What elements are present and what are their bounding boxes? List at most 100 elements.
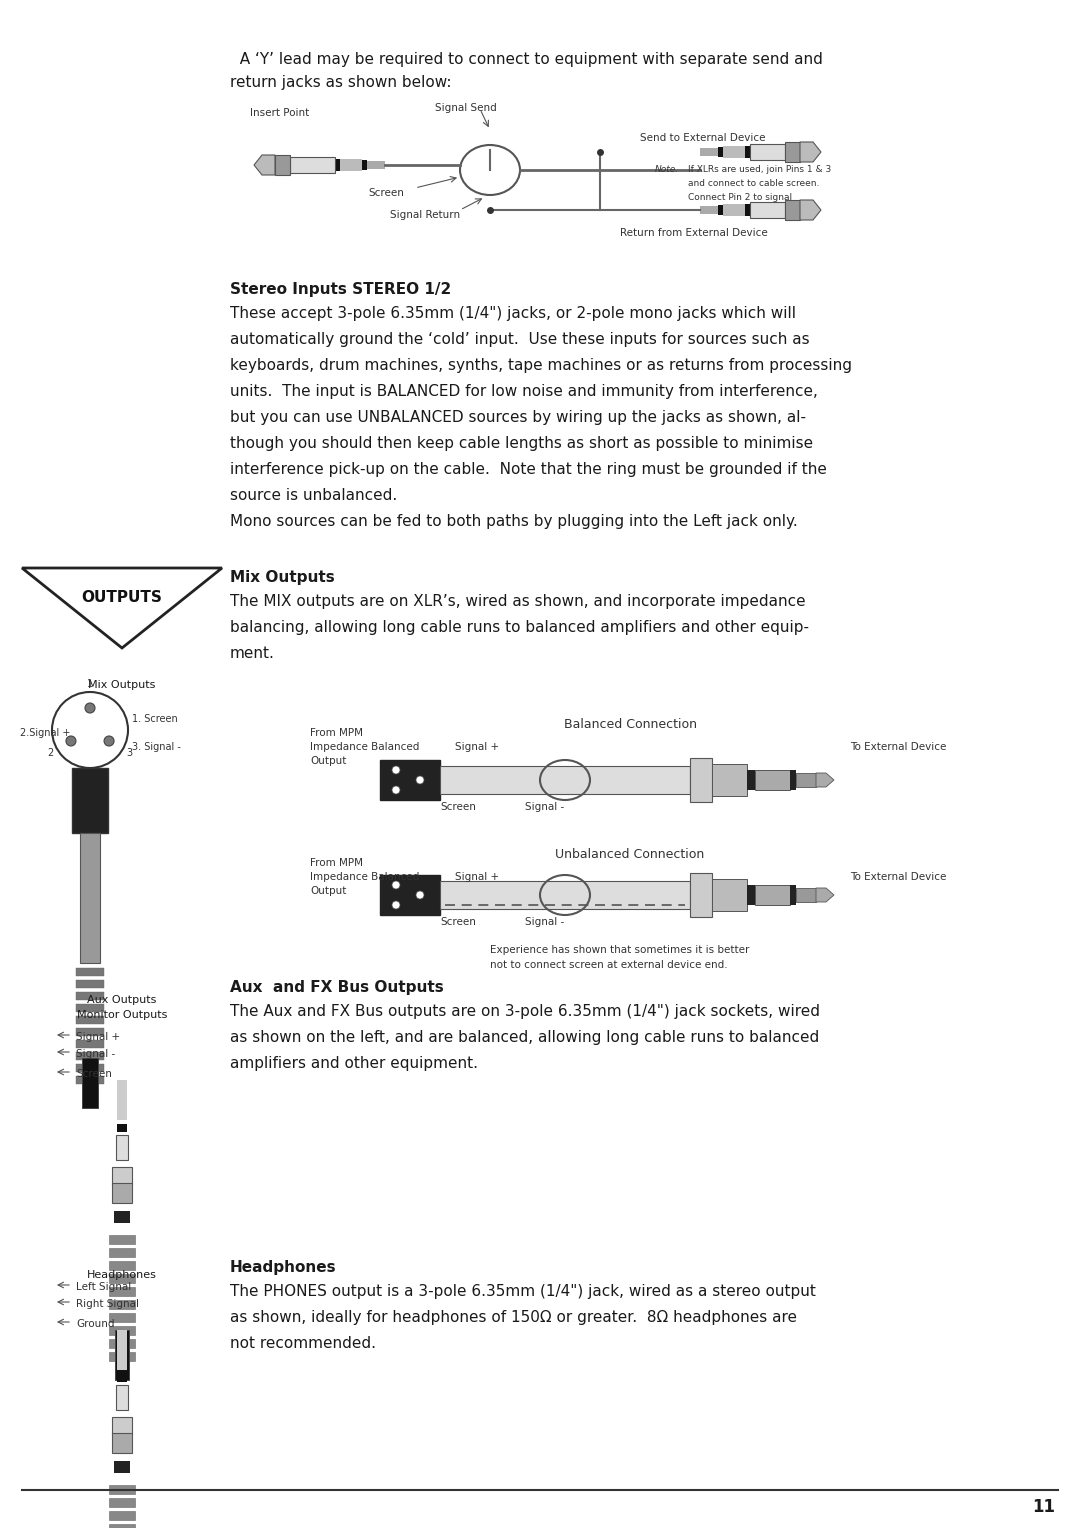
Bar xyxy=(109,1339,135,1348)
Bar xyxy=(109,1261,135,1270)
Bar xyxy=(109,1497,135,1507)
Text: interference pick-up on the cable.  Note that the ring must be grounded if the: interference pick-up on the cable. Note … xyxy=(230,461,827,477)
Text: Balanced Connection: Balanced Connection xyxy=(564,718,697,730)
Bar xyxy=(291,157,335,173)
Bar xyxy=(76,1051,104,1060)
Bar xyxy=(109,1300,135,1309)
Bar xyxy=(76,1004,104,1012)
Bar xyxy=(116,1135,129,1160)
Circle shape xyxy=(104,736,114,746)
Bar xyxy=(723,205,745,215)
Bar xyxy=(76,1076,104,1083)
Text: 1: 1 xyxy=(86,678,93,689)
Text: source is unbalanced.: source is unbalanced. xyxy=(230,487,397,503)
Text: 11: 11 xyxy=(1032,1497,1055,1516)
Text: ment.: ment. xyxy=(230,646,275,662)
Text: A ‘Y’ lead may be required to connect to equipment with separate send and: A ‘Y’ lead may be required to connect to… xyxy=(230,52,823,67)
Text: Signal +: Signal + xyxy=(455,872,499,882)
Bar xyxy=(747,770,755,790)
Bar xyxy=(112,1416,132,1435)
Text: 2: 2 xyxy=(48,749,53,758)
Bar xyxy=(76,1028,104,1036)
Text: 3: 3 xyxy=(126,749,133,758)
Text: Mono sources can be fed to both paths by plugging into the Left jack only.: Mono sources can be fed to both paths by… xyxy=(230,513,798,529)
Bar xyxy=(109,1485,135,1494)
Text: The Aux and FX Bus outputs are on 3-pole 6.35mm (1/4") jack sockets, wired: The Aux and FX Bus outputs are on 3-pole… xyxy=(230,1004,820,1019)
Bar xyxy=(796,888,816,902)
Polygon shape xyxy=(816,773,834,787)
Bar xyxy=(76,1063,104,1073)
Bar xyxy=(747,885,755,905)
Text: Note.: Note. xyxy=(654,165,679,174)
Text: return jacks as shown below:: return jacks as shown below: xyxy=(230,75,451,90)
Text: Aux Outputs: Aux Outputs xyxy=(87,995,157,1005)
Text: as shown on the left, and are balanced, allowing long cable runs to balanced: as shown on the left, and are balanced, … xyxy=(230,1030,820,1045)
Text: Monitor Outputs: Monitor Outputs xyxy=(77,1010,167,1021)
Text: 1. Screen: 1. Screen xyxy=(132,714,178,724)
Bar xyxy=(796,773,816,787)
Bar xyxy=(117,1374,127,1381)
Bar xyxy=(712,764,747,796)
Text: Experience has shown that sometimes it is better: Experience has shown that sometimes it i… xyxy=(490,944,750,955)
Bar xyxy=(745,205,750,215)
Text: Signal +: Signal + xyxy=(76,1031,120,1042)
Text: From MPM: From MPM xyxy=(310,859,363,868)
Bar xyxy=(114,1212,130,1222)
Bar xyxy=(755,770,789,790)
Bar xyxy=(750,202,785,219)
Text: Signal +: Signal + xyxy=(455,743,499,752)
Text: Left Signal: Left Signal xyxy=(76,1282,132,1293)
Text: not recommended.: not recommended. xyxy=(230,1335,376,1351)
Circle shape xyxy=(66,736,76,746)
Bar xyxy=(723,147,745,157)
Bar xyxy=(755,885,789,905)
Bar xyxy=(700,148,718,156)
Circle shape xyxy=(392,766,400,775)
Circle shape xyxy=(416,776,424,784)
Text: Signal -: Signal - xyxy=(525,802,564,811)
Bar xyxy=(116,1390,129,1398)
Text: though you should then keep cable lengths as short as possible to minimise: though you should then keep cable length… xyxy=(230,435,813,451)
Text: as shown, ideally for headphones of 150Ω or greater.  8Ω headphones are: as shown, ideally for headphones of 150Ω… xyxy=(230,1309,797,1325)
Text: Connect Pin 2 to signal: Connect Pin 2 to signal xyxy=(688,193,792,202)
Text: Signal -: Signal - xyxy=(525,917,564,927)
Bar xyxy=(335,159,340,171)
Bar xyxy=(109,1326,135,1335)
Bar xyxy=(718,147,723,157)
Bar xyxy=(112,1433,132,1453)
Bar xyxy=(440,882,690,909)
Bar xyxy=(109,1235,135,1244)
Text: Aux  and FX Bus Outputs: Aux and FX Bus Outputs xyxy=(230,979,444,995)
Text: 2.Signal +: 2.Signal + xyxy=(21,727,70,738)
Bar xyxy=(712,879,747,911)
Bar xyxy=(690,758,712,802)
Text: Mix Outputs: Mix Outputs xyxy=(89,680,156,691)
Bar xyxy=(109,1352,135,1361)
Text: Impedance Balanced: Impedance Balanced xyxy=(310,872,419,882)
Text: amplifiers and other equipment.: amplifiers and other equipment. xyxy=(230,1056,478,1071)
Bar xyxy=(82,1057,98,1108)
Bar xyxy=(112,1167,132,1186)
Bar xyxy=(114,1461,130,1473)
Text: To External Device: To External Device xyxy=(850,872,946,882)
Text: Stereo Inputs STEREO 1/2: Stereo Inputs STEREO 1/2 xyxy=(230,283,451,296)
Text: These accept 3-pole 6.35mm (1/4") jacks, or 2-pole mono jacks which will: These accept 3-pole 6.35mm (1/4") jacks,… xyxy=(230,306,796,321)
Text: Right Signal: Right Signal xyxy=(76,1299,139,1309)
Bar xyxy=(112,1183,132,1203)
Bar xyxy=(117,1080,127,1120)
Bar xyxy=(116,1384,129,1410)
Text: Unbalanced Connection: Unbalanced Connection xyxy=(555,848,704,860)
Text: Screen: Screen xyxy=(440,917,476,927)
Text: Headphones: Headphones xyxy=(87,1270,157,1280)
Bar xyxy=(789,885,796,905)
Text: Screen: Screen xyxy=(368,188,404,199)
Bar xyxy=(785,200,800,220)
Text: Output: Output xyxy=(310,756,347,766)
Text: Output: Output xyxy=(310,886,347,895)
Polygon shape xyxy=(816,888,834,902)
Circle shape xyxy=(392,902,400,909)
Text: and connect to cable screen.: and connect to cable screen. xyxy=(688,179,820,188)
Circle shape xyxy=(85,703,95,714)
Bar xyxy=(789,770,796,790)
Bar xyxy=(690,872,712,917)
